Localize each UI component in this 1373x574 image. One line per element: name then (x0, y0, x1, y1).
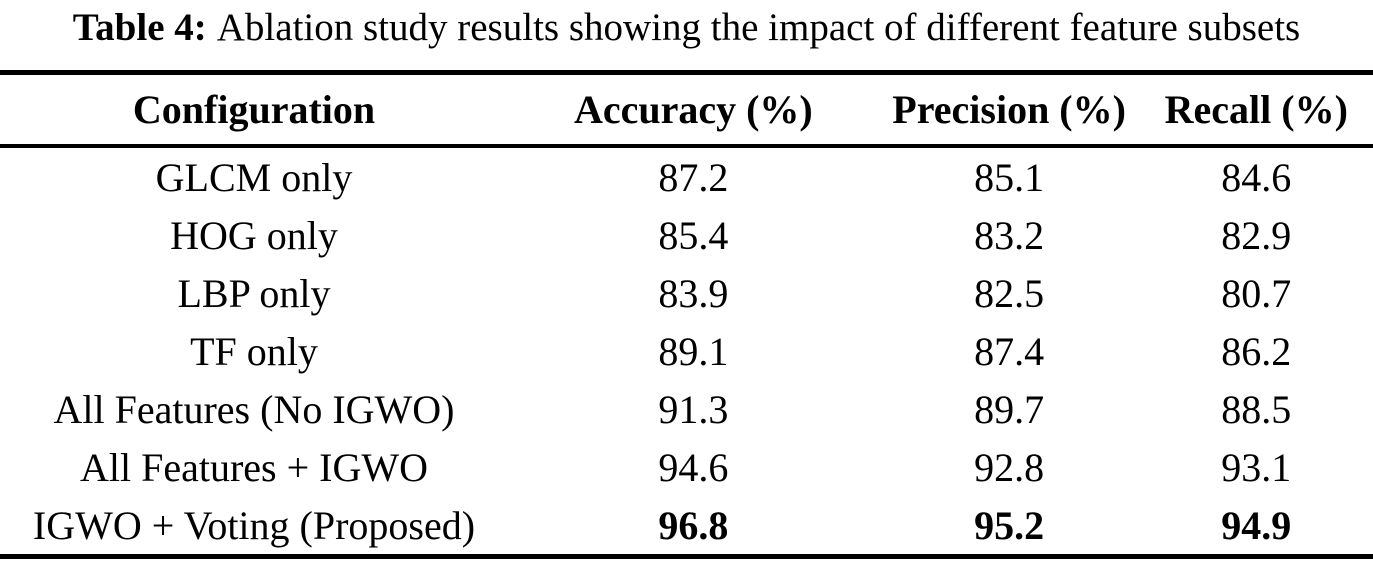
recall-cell: 84.6 (1221, 154, 1292, 200)
ablation-results-table: Configuration Accuracy (%) Precision (%)… (0, 70, 1373, 559)
precision-cell: 85.1 (974, 154, 1045, 200)
table-row-all-features-igwo: All Features + IGWO 94.6 92.8 93.1 (0, 438, 1373, 496)
table-row-glcm-only: GLCM only 87.2 85.1 84.6 (0, 146, 1373, 206)
accuracy-cell: 87.2 (658, 154, 729, 200)
config-cell: GLCM only (155, 154, 353, 200)
accuracy-cell: 94.6 (658, 444, 729, 490)
accuracy-cell: 83.9 (658, 270, 729, 316)
config-cell: LBP only (177, 270, 331, 316)
config-cell: HOG only (170, 212, 338, 258)
table-row-lbp-only: LBP only 83.9 82.5 80.7 (0, 264, 1373, 322)
precision-cell: 82.5 (974, 270, 1045, 316)
column-header-accuracy: Accuracy (%) (508, 72, 879, 148)
column-header-configuration: Configuration (0, 72, 508, 148)
recall-cell: 94.9 (1221, 502, 1292, 548)
precision-cell: 87.4 (974, 328, 1045, 374)
table-row-tf-only: TF only 89.1 87.4 86.2 (0, 322, 1373, 380)
column-header-precision: Precision (%) (878, 72, 1140, 148)
table-caption-label: Table 4: (72, 6, 207, 49)
recall-cell: 93.1 (1221, 444, 1292, 490)
precision-cell: 95.2 (974, 502, 1045, 548)
table-row-igwo-voting-proposed: IGWO + Voting (Proposed) 96.8 95.2 94.9 (0, 496, 1373, 557)
config-cell: TF only (190, 328, 318, 374)
precision-cell: 89.7 (974, 386, 1045, 432)
table-row-hog-only: HOG only 85.4 83.2 82.9 (0, 206, 1373, 264)
column-header-recall: Recall (%) (1139, 72, 1373, 148)
table-caption: Table 4: Ablation study results showing t… (0, 0, 1373, 52)
config-cell: All Features (No IGWO) (53, 386, 455, 432)
recall-cell: 82.9 (1221, 212, 1292, 258)
table-row-all-features-no-igwo: All Features (No IGWO) 91.3 89.7 88.5 (0, 380, 1373, 438)
table-caption-text: Ablation study results showing the impac… (216, 6, 1301, 49)
recall-cell: 80.7 (1221, 270, 1292, 316)
accuracy-cell: 89.1 (658, 328, 729, 374)
accuracy-cell: 96.8 (658, 502, 729, 548)
precision-cell: 92.8 (974, 444, 1045, 490)
recall-cell: 88.5 (1221, 386, 1292, 432)
config-cell: IGWO + Voting (Proposed) (32, 502, 476, 548)
recall-cell: 86.2 (1221, 328, 1292, 374)
header-row: Configuration Accuracy (%) Precision (%)… (0, 72, 1373, 148)
accuracy-cell: 85.4 (658, 212, 729, 258)
accuracy-cell: 91.3 (658, 386, 729, 432)
precision-cell: 83.2 (974, 212, 1045, 258)
config-cell: All Features + IGWO (79, 444, 429, 490)
